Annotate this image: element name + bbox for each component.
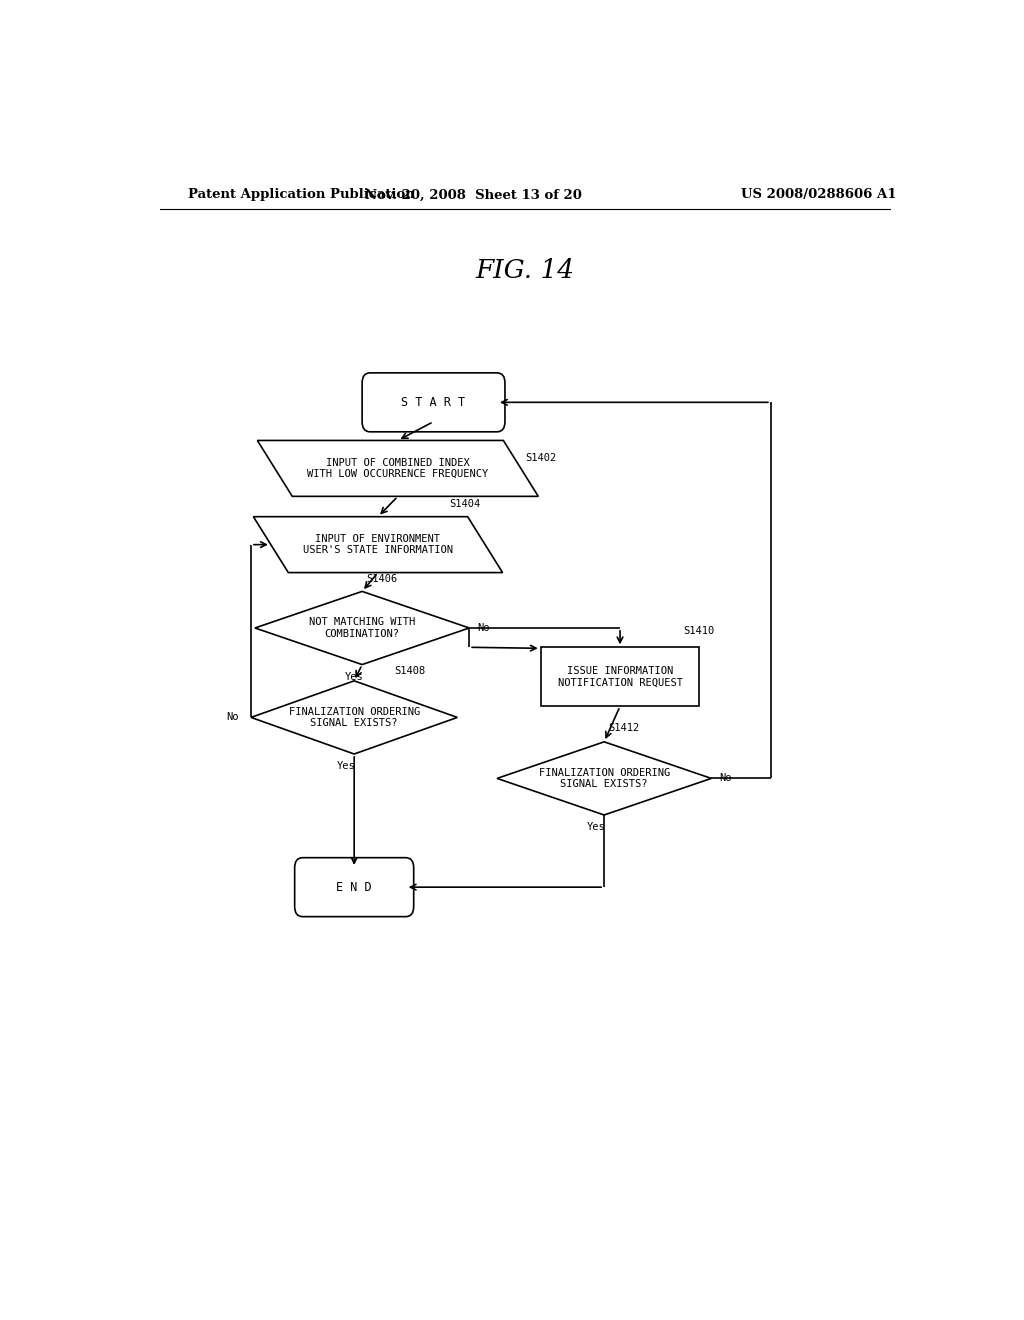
Bar [541, 647, 699, 706]
Text: S1412: S1412 [608, 722, 639, 733]
Text: NOT MATCHING WITH
COMBINATION?: NOT MATCHING WITH COMBINATION? [309, 618, 416, 639]
Text: Yes: Yes [587, 822, 605, 832]
Polygon shape [253, 516, 503, 573]
Text: FINALIZATION ORDERING
SIGNAL EXISTS?: FINALIZATION ORDERING SIGNAL EXISTS? [539, 768, 670, 789]
Text: E N D: E N D [336, 880, 372, 894]
Text: S1408: S1408 [394, 665, 425, 676]
Text: FIG. 14: FIG. 14 [475, 257, 574, 282]
Text: No: No [477, 623, 489, 634]
Text: FINALIZATION ORDERING
SIGNAL EXISTS?: FINALIZATION ORDERING SIGNAL EXISTS? [289, 706, 420, 729]
Text: No: No [719, 774, 732, 783]
Text: S T A R T: S T A R T [401, 396, 466, 409]
Text: S1404: S1404 [450, 499, 480, 510]
Text: Yes: Yes [337, 762, 355, 771]
Text: S1402: S1402 [524, 453, 556, 463]
FancyBboxPatch shape [295, 858, 414, 916]
Text: Patent Application Publication: Patent Application Publication [187, 189, 415, 202]
FancyBboxPatch shape [362, 372, 505, 432]
Text: S1406: S1406 [367, 574, 397, 585]
Text: US 2008/0288606 A1: US 2008/0288606 A1 [740, 189, 896, 202]
Text: Nov. 20, 2008  Sheet 13 of 20: Nov. 20, 2008 Sheet 13 of 20 [365, 189, 582, 202]
Polygon shape [255, 591, 469, 664]
Text: Yes: Yes [345, 672, 364, 681]
Text: INPUT OF COMBINED INDEX
WITH LOW OCCURRENCE FREQUENCY: INPUT OF COMBINED INDEX WITH LOW OCCURRE… [307, 458, 488, 479]
Text: INPUT OF ENVIRONMENT
USER'S STATE INFORMATION: INPUT OF ENVIRONMENT USER'S STATE INFORM… [303, 533, 453, 556]
Polygon shape [257, 441, 539, 496]
Text: ISSUE INFORMATION
NOTIFICATION REQUEST: ISSUE INFORMATION NOTIFICATION REQUEST [557, 667, 683, 688]
Polygon shape [497, 742, 712, 814]
Polygon shape [251, 681, 458, 754]
Text: No: No [226, 713, 239, 722]
Text: S1410: S1410 [684, 626, 715, 636]
